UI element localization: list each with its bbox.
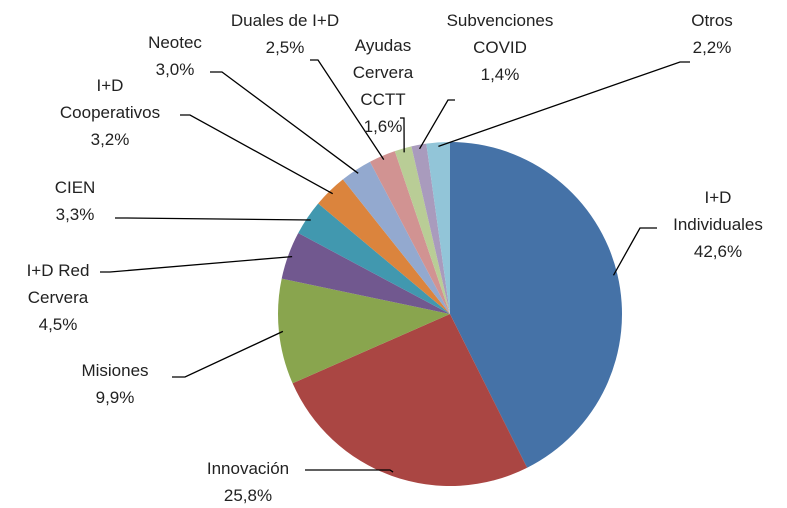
slice-label: Otros 2,2% (672, 7, 752, 61)
pie-slice (292, 314, 528, 486)
slice-label: Duales de I+D 2,5% (200, 7, 370, 61)
slice-name: I+D Individuales (673, 188, 763, 234)
pie-slice (394, 146, 450, 314)
slice-value: 3,3% (55, 205, 95, 224)
slice-name: Misiones (81, 361, 149, 380)
pie-slice (369, 151, 450, 314)
slice-label: Neotec 3,0% (130, 29, 220, 83)
slice-value: 2,2% (692, 38, 732, 57)
slice-label: I+D Cooperativos 3,2% (48, 72, 173, 153)
slice-name: Duales de I+D (230, 11, 340, 30)
leader-line (210, 71, 359, 174)
slice-label: Misiones 9,9% (60, 357, 170, 411)
pie-slice (342, 161, 450, 314)
leader-line (400, 117, 405, 153)
slice-value: 1,6% (363, 117, 403, 136)
leader-line (310, 59, 385, 160)
slice-value: 3,2% (90, 130, 130, 149)
pie-slice (281, 233, 450, 314)
slice-name: Neotec (148, 33, 202, 52)
leader-line (180, 114, 334, 195)
slice-name: I+D Cooperativos (59, 76, 161, 122)
slice-label: CIEN 3,3% (35, 174, 115, 228)
slice-value: 1,4% (480, 65, 520, 84)
slice-label: Subvenciones COVID 1,4% (443, 7, 558, 88)
leader-line (115, 217, 311, 221)
slice-value: 42,6% (693, 242, 743, 261)
slice-label: I+D Individuales 42,6% (661, 184, 776, 265)
slice-label: Innovación 25,8% (183, 455, 313, 508)
pie-slice (318, 179, 450, 314)
pie-slice (411, 143, 450, 314)
slice-name: CIEN (54, 178, 96, 197)
pie-slice (426, 142, 450, 314)
slice-name: Subvenciones COVID (446, 11, 554, 57)
leader-line (612, 227, 657, 276)
slice-label: Ayudas Cervera CCTT 1,6% (347, 32, 419, 140)
leader-line (172, 330, 284, 378)
slice-value: 2,5% (265, 38, 305, 57)
pie-slice (450, 142, 622, 468)
slice-value: 9,9% (95, 388, 135, 407)
leader-line (438, 61, 690, 148)
slice-value: 3,0% (155, 60, 195, 79)
slice-name: I+D Red Cervera (26, 261, 90, 307)
leader-line (305, 469, 394, 473)
leader-line (100, 255, 293, 273)
slice-name: Innovación (206, 459, 290, 478)
leader-line (418, 99, 455, 150)
pie-slice (278, 278, 450, 384)
slice-label: I+D Red Cervera 4,5% (18, 257, 98, 338)
slice-value: 25,8% (223, 486, 273, 505)
slice-name: Otros (691, 11, 733, 30)
slice-value: 4,5% (38, 315, 78, 334)
slice-name: Ayudas Cervera CCTT (352, 36, 414, 109)
pie-slice (298, 203, 450, 314)
